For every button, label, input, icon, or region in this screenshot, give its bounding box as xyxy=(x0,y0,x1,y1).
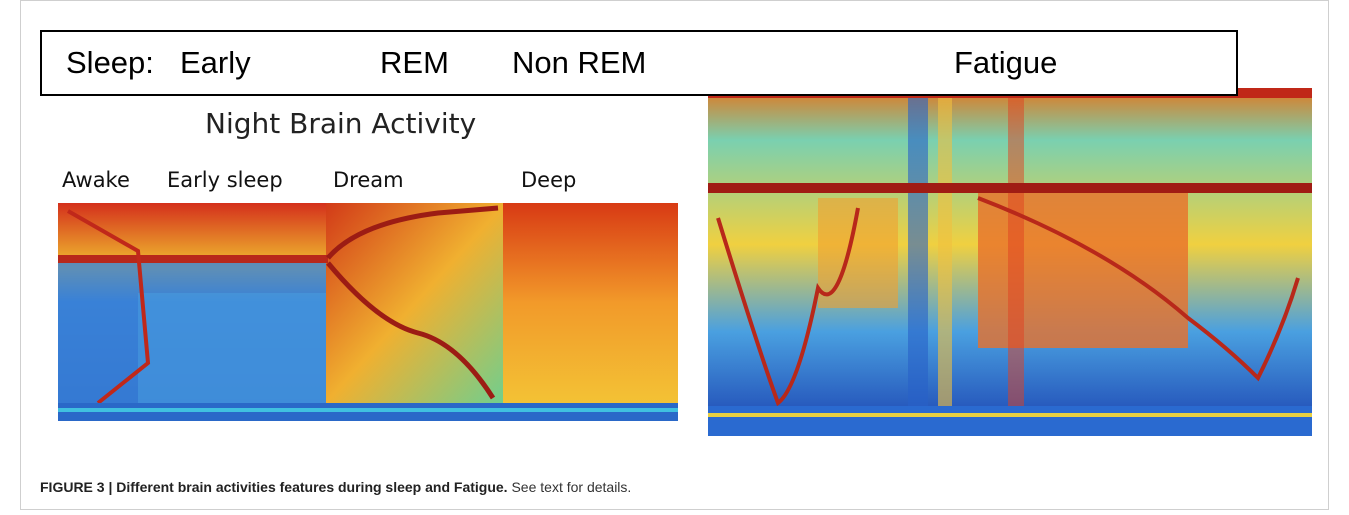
header-label: Non REM xyxy=(512,45,646,81)
stage-label: Early sleep xyxy=(167,168,283,192)
panel-title: Night Brain Activity xyxy=(205,107,476,140)
caption-label: FIGURE 3 | Different brain activities fe… xyxy=(40,479,508,495)
stage-label: Deep xyxy=(521,168,576,192)
sleep-spectrogram xyxy=(58,203,678,421)
fatigue-spectrogram xyxy=(708,88,1312,436)
stage-label: Dream xyxy=(333,168,404,192)
header-box: Sleep: Early REM Non REM Fatigue xyxy=(40,30,1238,96)
header-label: Fatigue xyxy=(954,45,1057,81)
header-label: Sleep: xyxy=(66,45,154,81)
caption: FIGURE 3 | Different brain activities fe… xyxy=(40,479,631,495)
stage-label: Awake xyxy=(62,168,130,192)
caption-text: See text for details. xyxy=(511,479,631,495)
header-label: REM xyxy=(380,45,449,81)
page: Sleep: Early REM Non REM Fatigue Night B… xyxy=(0,0,1349,515)
header-label: Early xyxy=(180,45,251,81)
